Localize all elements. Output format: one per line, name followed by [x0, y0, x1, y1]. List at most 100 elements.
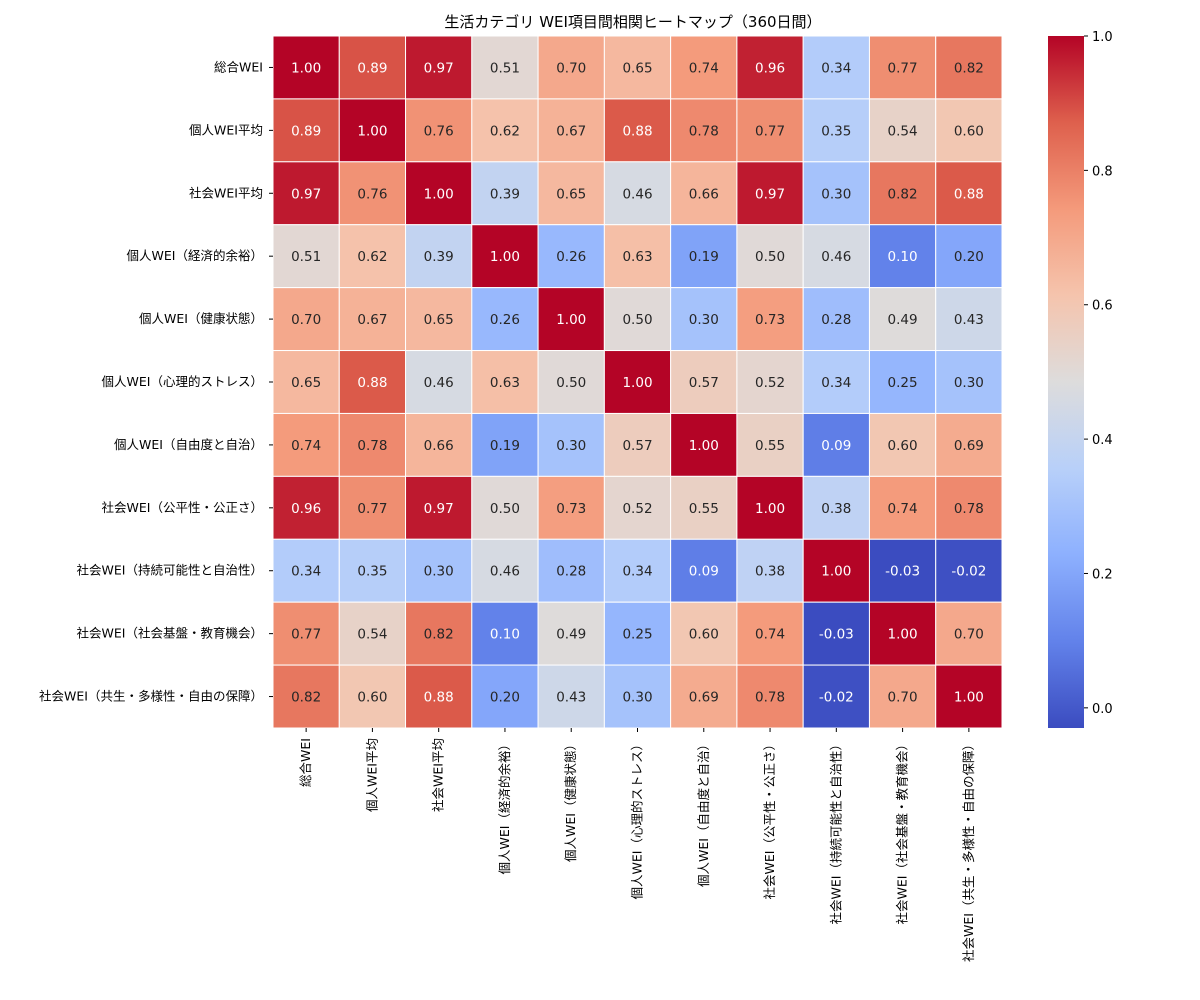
cell-value-label: 0.43	[954, 312, 984, 328]
cell-value-label: 0.38	[821, 501, 851, 517]
cell-value-label: 0.66	[689, 186, 719, 202]
cell-value-label: 0.73	[556, 501, 586, 517]
cell-value-label: 1.00	[821, 564, 851, 580]
colorbar-tick-label: 0.6	[1092, 299, 1113, 314]
cell-value-label: 0.67	[357, 312, 387, 328]
cell-value-label: 0.70	[954, 627, 984, 643]
cell-value-label: 0.39	[424, 249, 454, 265]
cell-value-label: 0.96	[755, 60, 785, 76]
colorbar-tick-label: 0.2	[1092, 567, 1113, 582]
cell-value-label: 0.35	[357, 564, 387, 580]
cell-value-label: 0.57	[622, 438, 652, 454]
cell-value-label: 0.30	[424, 564, 454, 580]
x-tick-label: 社会WEI（共生・多様性・自由の保障）	[961, 738, 976, 962]
cell-value-label: 0.63	[490, 375, 520, 391]
x-axis-labels: 総合WEI 個人WEI平均 社会WEI平均 個人WEI（経済的余裕） 個人WEI（健康状…	[298, 728, 976, 962]
cell-value-label: 0.62	[490, 123, 520, 139]
cell-value-label: 0.88	[357, 375, 387, 391]
x-tick-label: 個人WEI平均	[364, 738, 379, 812]
y-tick-label: 個人WEI（健康状態）	[139, 311, 263, 326]
cell-value-label: 0.34	[291, 564, 321, 580]
x-tick-label: 個人WEI（自由度と自治）	[696, 738, 711, 887]
cell-value-label: -0.02	[951, 564, 986, 580]
cell-value-label: 1.00	[490, 249, 520, 265]
colorbar-ticks: 0.00.20.40.60.81.0	[1084, 30, 1113, 717]
cell-value-label: 0.55	[689, 501, 719, 517]
x-tick-label: 個人WEI（健康状態）	[563, 738, 578, 862]
cell-value-label: 0.46	[490, 564, 520, 580]
cell-value-label: 0.78	[357, 438, 387, 454]
cell-value-label: 0.74	[755, 627, 785, 643]
cell-value-label: 0.62	[357, 249, 387, 265]
y-tick-label: 個人WEI平均	[189, 122, 263, 137]
cell-value-label: 0.52	[755, 375, 785, 391]
cell-value-label: 0.26	[490, 312, 520, 328]
cell-value-label: 0.82	[424, 627, 454, 643]
colorbar-tick-label: 0.8	[1092, 164, 1113, 179]
y-axis-labels: 総合WEI個人WEI平均社会WEI平均個人WEI（経済的余裕）個人WEI（健康状…	[39, 59, 273, 703]
y-tick-label: 社会WEI（持続可能性と自治性）	[77, 563, 263, 578]
cell-value-label: 0.60	[689, 627, 719, 643]
cell-value-label: 0.51	[490, 60, 520, 76]
cell-value-label: 0.57	[689, 375, 719, 391]
cell-value-label: 0.78	[755, 690, 785, 706]
x-tick-label: 個人WEI（経済的余裕）	[497, 738, 512, 874]
cell-value-label: 0.97	[755, 186, 785, 202]
colorbar-tick-label: 0.0	[1092, 702, 1113, 717]
cell-value-label: 1.00	[357, 123, 387, 139]
heatmap-cells: 1.00 0.89 0.97 0.51 0.70 0.65 0.74 0.96 0.34 0.77…	[273, 36, 1002, 728]
cell-value-label: 0.88	[622, 123, 652, 139]
x-tick-label: 総合WEI	[298, 738, 313, 787]
cell-value-label: 1.00	[755, 501, 785, 517]
cell-value-label: 0.77	[291, 627, 321, 643]
cell-value-label: 0.49	[888, 312, 918, 328]
cell-value-label: 1.00	[424, 186, 454, 202]
cell-value-label: 0.88	[424, 690, 454, 706]
cell-value-label: 0.19	[689, 249, 719, 265]
cell-value-label: 0.26	[556, 249, 586, 265]
x-tick-label: 社会WEI（社会基盤・教育機会）	[895, 738, 910, 924]
cell-value-label: 0.77	[755, 123, 785, 139]
colorbar-tick-label: 1.0	[1092, 30, 1113, 45]
y-tick-label: 社会WEI（共生・多様性・自由の保障）	[39, 689, 263, 704]
cell-value-label: 0.49	[556, 627, 586, 643]
cell-value-label: 1.00	[888, 627, 918, 643]
cell-value-label: 0.28	[821, 312, 851, 328]
y-tick-label: 社会WEI平均	[189, 185, 263, 200]
cell-value-label: 0.25	[888, 375, 918, 391]
cell-value-label: 0.30	[689, 312, 719, 328]
cell-value-label: 1.00	[556, 312, 586, 328]
cell-value-label: 0.76	[357, 186, 387, 202]
y-tick-label: 個人WEI（自由度と自治）	[114, 437, 263, 452]
cell-value-label: 0.67	[556, 123, 586, 139]
cell-value-label: 0.65	[424, 312, 454, 328]
y-tick-label: 社会WEI（社会基盤・教育機会）	[77, 626, 263, 641]
cell-value-label: 1.00	[291, 60, 321, 76]
colorbar	[1048, 36, 1084, 728]
cell-value-label: 0.10	[490, 627, 520, 643]
cell-value-label: 0.89	[291, 123, 321, 139]
cell-value-label: 0.09	[821, 438, 851, 454]
cell-value-label: 0.70	[291, 312, 321, 328]
cell-value-label: 0.34	[821, 375, 851, 391]
cell-value-label: 1.00	[689, 438, 719, 454]
cell-value-label: 0.55	[755, 438, 785, 454]
cell-value-label: 0.09	[689, 564, 719, 580]
cell-value-label: 0.63	[622, 249, 652, 265]
cell-value-label: 0.34	[622, 564, 652, 580]
cell-value-label: 0.46	[424, 375, 454, 391]
cell-value-label: 0.74	[888, 501, 918, 517]
cell-value-label: 0.30	[556, 438, 586, 454]
cell-value-label: 0.69	[954, 438, 984, 454]
cell-value-label: 0.74	[291, 438, 321, 454]
x-tick-label: 社会WEI平均	[431, 738, 446, 812]
cell-value-label: 0.77	[357, 501, 387, 517]
x-tick-label: 社会WEI（持続可能性と自治性）	[828, 738, 843, 924]
cell-value-label: 0.35	[821, 123, 851, 139]
chart-title: 生活カテゴリ WEI項目間相関ヒートマップ（360日間）	[444, 13, 821, 31]
cell-value-label: 0.28	[556, 564, 586, 580]
cell-value-label: 0.50	[490, 501, 520, 517]
cell-value-label: 0.54	[357, 627, 387, 643]
cell-value-label: 0.50	[556, 375, 586, 391]
cell-value-label: 0.78	[689, 123, 719, 139]
